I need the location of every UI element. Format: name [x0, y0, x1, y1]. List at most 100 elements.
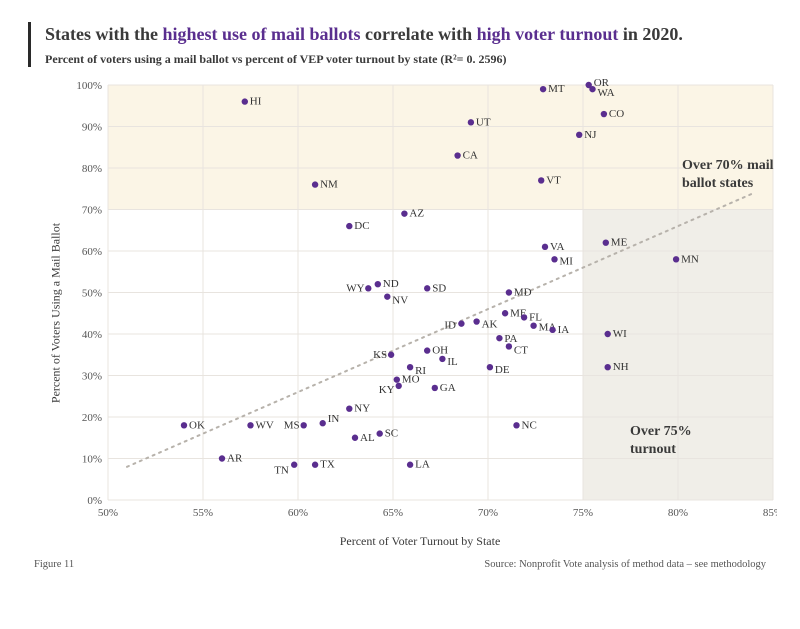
data-point-label: ND — [383, 278, 399, 290]
y-tick-label: 50% — [82, 288, 102, 300]
data-point-label: MS — [284, 420, 300, 432]
source-text: Source: Nonprofit Vote analysis of metho… — [484, 559, 766, 570]
data-point-label: IN — [328, 414, 340, 426]
x-axis-label: Percent of Voter Turnout by State — [68, 534, 772, 549]
data-point-label: MI — [560, 256, 574, 268]
data-point-label: NJ — [584, 129, 597, 141]
data-point — [551, 256, 557, 262]
figure-container: States with the highest use of mail ball… — [0, 0, 800, 629]
data-point-label: VA — [550, 241, 565, 253]
title-text-c: correlate with — [361, 24, 477, 44]
y-tick-label: 60% — [82, 246, 102, 258]
data-point — [576, 132, 582, 138]
data-point — [219, 456, 225, 462]
data-point-label: GA — [440, 382, 456, 394]
data-point — [242, 99, 248, 105]
data-point-label: AZ — [409, 208, 424, 220]
data-point-label: NC — [522, 420, 537, 432]
title-text-a: States with the — [45, 24, 163, 44]
y-tick-label: 0% — [87, 495, 102, 507]
y-axis-label: Percent of Voters Using a Mail Ballot — [49, 223, 64, 403]
data-point-label: CT — [514, 345, 528, 357]
title-highlight-2: high voter turnout — [477, 24, 619, 44]
data-point — [394, 377, 400, 383]
data-point-label: AK — [482, 319, 498, 331]
data-point — [502, 310, 508, 316]
data-point — [603, 240, 609, 246]
figure-footer: Figure 11 Source: Nonprofit Vote analysi… — [28, 559, 772, 570]
title-highlight-1: highest use of mail ballots — [163, 24, 361, 44]
title-text-e: in 2020. — [618, 24, 683, 44]
data-point-label: AR — [227, 453, 243, 465]
band-mail-70 — [108, 85, 773, 210]
figure-number: Figure 11 — [34, 559, 74, 570]
data-point — [473, 319, 479, 325]
y-tick-label: 100% — [76, 80, 102, 92]
data-point-label: LA — [415, 459, 430, 471]
x-tick-label: 55% — [193, 507, 213, 519]
y-tick-label: 80% — [82, 163, 102, 175]
data-point-label: TN — [274, 465, 289, 477]
data-point-label: NM — [320, 179, 338, 191]
data-point-label: CO — [609, 108, 624, 120]
data-point-label: RI — [415, 365, 426, 377]
data-point-label: SD — [432, 283, 446, 295]
x-tick-label: 70% — [478, 507, 498, 519]
data-point-label: HI — [250, 96, 262, 108]
data-point-label: MN — [681, 254, 699, 266]
data-point-label: WY — [346, 283, 364, 295]
data-point — [454, 153, 460, 159]
data-point-label: VT — [546, 175, 561, 187]
data-point — [312, 182, 318, 188]
data-point — [346, 406, 352, 412]
y-tick-label: 40% — [82, 329, 102, 341]
data-point — [487, 364, 493, 370]
data-point — [352, 435, 358, 441]
data-point — [247, 422, 253, 428]
x-tick-label: 50% — [98, 507, 118, 519]
data-point-label: WV — [256, 420, 274, 432]
data-point — [365, 285, 371, 291]
chart-subtitle: Percent of voters using a mail ballot vs… — [45, 52, 772, 67]
data-point — [291, 462, 297, 468]
data-point-label: CA — [463, 150, 478, 162]
data-point — [407, 462, 413, 468]
data-point-label: IL — [447, 356, 458, 368]
data-point — [506, 344, 512, 350]
data-point-label: NV — [392, 295, 408, 307]
chart-area: Percent of Voters Using a Mail Ballot 50… — [68, 77, 772, 549]
data-point — [521, 314, 527, 320]
data-point-label: DE — [495, 364, 510, 376]
data-point — [540, 86, 546, 92]
data-point — [301, 422, 307, 428]
data-point — [320, 420, 326, 426]
y-tick-label: 30% — [82, 371, 102, 383]
data-point — [549, 327, 555, 333]
x-tick-label: 85% — [763, 507, 777, 519]
data-point-label: PA — [504, 333, 517, 345]
data-point — [439, 356, 445, 362]
chart-title: States with the highest use of mail ball… — [45, 22, 772, 46]
data-point — [513, 422, 519, 428]
data-point-label: WI — [613, 328, 627, 340]
data-point — [432, 385, 438, 391]
data-point — [468, 119, 474, 125]
data-point — [601, 111, 607, 117]
y-tick-label: 20% — [82, 412, 102, 424]
data-point — [424, 348, 430, 354]
data-point — [407, 364, 413, 370]
data-point — [388, 352, 394, 358]
data-point — [181, 422, 187, 428]
y-tick-label: 10% — [82, 454, 102, 466]
data-point — [384, 294, 390, 300]
data-point-label: SC — [385, 428, 398, 440]
data-point — [401, 211, 407, 217]
x-tick-label: 80% — [668, 507, 688, 519]
y-tick-label: 70% — [82, 205, 102, 217]
data-point-label: KS — [373, 349, 387, 361]
data-point-label: ID — [444, 320, 456, 332]
data-point-label: DC — [354, 220, 369, 232]
data-point — [538, 178, 544, 184]
data-point-label: ME — [611, 237, 628, 249]
data-point-label: MT — [548, 83, 565, 95]
